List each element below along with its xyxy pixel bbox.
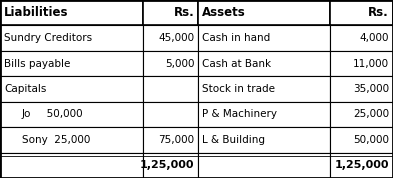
- Bar: [198, 0, 330, 25]
- Bar: [143, 0, 198, 25]
- Bar: [198, 51, 330, 76]
- Text: Assets: Assets: [202, 6, 246, 19]
- Text: 35,000: 35,000: [353, 84, 389, 94]
- Bar: [198, 153, 330, 178]
- Text: 1,25,000: 1,25,000: [334, 160, 389, 170]
- Bar: [143, 153, 198, 178]
- Text: 1,25,000: 1,25,000: [140, 160, 195, 170]
- Text: Jo     50,000: Jo 50,000: [22, 109, 83, 119]
- Bar: [143, 76, 198, 102]
- Bar: [0, 25, 143, 51]
- Bar: [198, 76, 330, 102]
- Bar: [0, 127, 143, 153]
- Text: Sundry Creditors: Sundry Creditors: [4, 33, 92, 43]
- Bar: [198, 25, 330, 51]
- Bar: [0, 102, 143, 127]
- Bar: [0, 76, 143, 102]
- Bar: [330, 127, 393, 153]
- Bar: [198, 102, 330, 127]
- Bar: [0, 0, 143, 25]
- Text: Cash in hand: Cash in hand: [202, 33, 271, 43]
- Text: 4,000: 4,000: [360, 33, 389, 43]
- Text: 50,000: 50,000: [353, 135, 389, 145]
- Bar: [143, 102, 198, 127]
- Bar: [330, 76, 393, 102]
- Bar: [330, 25, 393, 51]
- Text: P & Machinery: P & Machinery: [202, 109, 277, 119]
- Bar: [143, 127, 198, 153]
- Bar: [330, 0, 393, 25]
- Text: 5,000: 5,000: [165, 59, 195, 69]
- Text: 45,000: 45,000: [158, 33, 195, 43]
- Bar: [330, 51, 393, 76]
- Text: Sony  25,000: Sony 25,000: [22, 135, 90, 145]
- Bar: [0, 153, 143, 178]
- Bar: [0, 51, 143, 76]
- Text: Capitals: Capitals: [4, 84, 46, 94]
- Text: 25,000: 25,000: [353, 109, 389, 119]
- Text: Rs.: Rs.: [174, 6, 195, 19]
- Text: 75,000: 75,000: [158, 135, 195, 145]
- Text: Rs.: Rs.: [368, 6, 389, 19]
- Bar: [143, 25, 198, 51]
- Text: Bills payable: Bills payable: [4, 59, 70, 69]
- Text: Cash at Bank: Cash at Bank: [202, 59, 272, 69]
- Text: L & Building: L & Building: [202, 135, 265, 145]
- Bar: [330, 153, 393, 178]
- Bar: [330, 102, 393, 127]
- Bar: [198, 127, 330, 153]
- Bar: [143, 51, 198, 76]
- Text: Liabilities: Liabilities: [4, 6, 68, 19]
- Text: Stock in trade: Stock in trade: [202, 84, 275, 94]
- Text: 11,000: 11,000: [353, 59, 389, 69]
